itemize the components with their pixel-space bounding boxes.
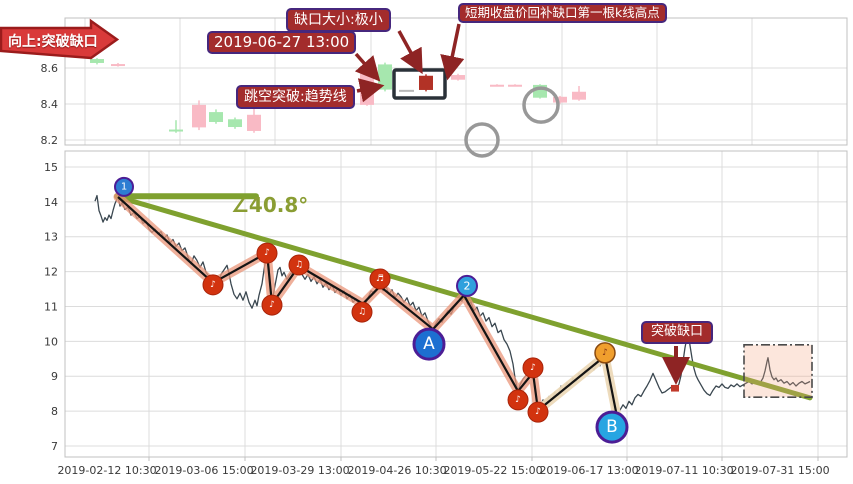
y-axis-tick-label: 11 (44, 300, 58, 313)
marker-layer: ♪ ♪ ♪ ♫ ♫ ♬ ♪ ♪ ♪ ♪ 1 2 A B (114, 176, 629, 444)
note-marker-glyph: ♪ (210, 280, 216, 290)
note-marker[interactable] (256, 242, 278, 264)
x-axis-tick-label: 2019-03-29 13:00 (250, 464, 349, 477)
banner-layer (0, 18, 120, 60)
candle-body (192, 104, 206, 128)
wave-point-marker-A[interactable] (412, 327, 446, 361)
y-axis-tick-label: 12 (44, 266, 58, 279)
dashed-box-layer (743, 344, 813, 398)
wave-point-label-2: 2 (464, 279, 471, 292)
candle-body (209, 112, 223, 122)
breakout-gap-dot (671, 384, 679, 392)
x-axis-tick-label: 2019-02-12 10:30 (57, 464, 156, 477)
note-marker-glyph: ♪ (535, 407, 541, 417)
x-axis-tick-label: 2019-07-31 15:00 (730, 464, 829, 477)
y-axis-tick-label: 8.4 (41, 98, 59, 111)
annotation-arrow (356, 78, 385, 103)
orange-note-marker[interactable] (594, 342, 616, 364)
note-marker[interactable] (527, 401, 549, 423)
candle-body (508, 84, 522, 87)
wave-point-label-1: 1 (121, 181, 127, 192)
annotation-arrow (397, 30, 423, 75)
candle-body (247, 114, 261, 131)
note-marker-glyph: ♪ (269, 300, 275, 310)
note-marker-glyph: ♫ (358, 307, 366, 317)
note-marker-glyph: ♫ (295, 260, 303, 270)
consolidation-dashed-box (743, 344, 813, 398)
note-marker-glyph: ♬ (376, 274, 384, 284)
breakout-direction-banner (0, 18, 120, 60)
wave-point-label-B: B (606, 417, 618, 437)
note-marker[interactable] (522, 357, 544, 379)
candle-body (228, 119, 242, 128)
zigzag-glow-late (533, 351, 622, 422)
gap-circle (464, 122, 500, 158)
candle-body (169, 129, 183, 132)
candle-body (490, 84, 504, 87)
gap-circles-layer (464, 86, 560, 158)
y-axis-tick-label: 8.6 (41, 62, 59, 75)
note-marker-glyph: ♪ (515, 395, 521, 405)
y-axis-tick-label: 14 (44, 196, 58, 209)
candle-body (451, 75, 465, 80)
y-axis-tick-label: 8.2 (41, 134, 59, 147)
gap-circle (522, 86, 560, 124)
note-marker[interactable] (261, 294, 283, 316)
breakout-dot-layer (671, 384, 679, 392)
wave-point-label-A: A (423, 334, 435, 354)
y-axis-tick-label: 7 (51, 440, 58, 453)
orange-note-marker-glyph: ♪ (602, 348, 608, 358)
note-marker-glyph: ♪ (530, 363, 536, 373)
candlestick-layer (90, 58, 586, 133)
annotation-arrows (354, 23, 465, 103)
highlighted-candle (419, 75, 433, 90)
x-axis-tick-label: 2019-04-26 10:30 (347, 464, 446, 477)
candle-body (111, 64, 125, 67)
y-axis-tick-label: 8 (51, 405, 58, 418)
x-axis-tick-label: 2019-05-22 15:00 (443, 464, 542, 477)
x-axis-tick-label: 2019-03-06 15:00 (154, 464, 253, 477)
annotation-arrow (354, 52, 381, 82)
zigzag-glow (113, 192, 543, 415)
candle-body (90, 59, 104, 63)
note-marker[interactable] (369, 268, 391, 290)
y-axis-tick-label: 13 (44, 231, 58, 244)
note-marker[interactable] (202, 274, 224, 296)
y-axis-tick-label: 15 (44, 161, 58, 174)
x-axis-tick-label: 2019-07-11 10:30 (634, 464, 733, 477)
y-axis-tick-label: 10 (44, 335, 58, 348)
wave-point-marker-1[interactable] (114, 176, 134, 197)
note-marker-glyph: ♪ (264, 248, 270, 258)
x-axis-tick-label: 2019-06-17 13:00 (539, 464, 638, 477)
note-marker[interactable] (507, 389, 529, 411)
note-marker[interactable] (288, 254, 310, 276)
wave-point-marker-B[interactable] (595, 410, 629, 444)
note-marker[interactable] (351, 301, 373, 323)
wave-point-marker-2[interactable] (456, 274, 478, 297)
annotation-arrow (440, 23, 465, 81)
candle-body (572, 91, 586, 100)
y-axis-tick-label: 9 (51, 370, 58, 383)
candle-body (553, 96, 567, 103)
